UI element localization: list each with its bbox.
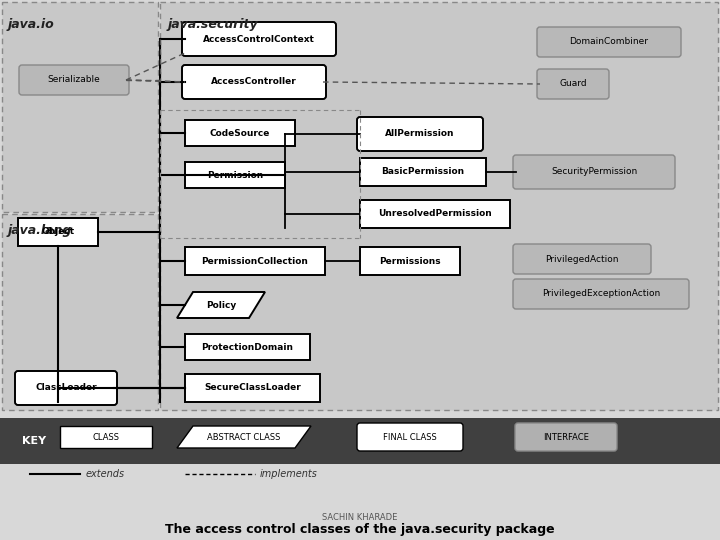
Text: java.lang: java.lang [8, 224, 73, 237]
Text: Policy: Policy [206, 300, 236, 309]
Bar [2, 214, 158, 410]
Bar [2, 2, 158, 212]
Text: Guard: Guard [559, 79, 587, 89]
FancyBboxPatch shape [182, 65, 326, 99]
Text: Serializable: Serializable [48, 76, 100, 84]
FancyBboxPatch shape [357, 117, 483, 151]
Bar [0, 418, 720, 464]
Bar [18, 218, 98, 246]
Text: The access control classes of the java.security package: The access control classes of the java.s… [165, 523, 555, 537]
Text: SecurityPermission: SecurityPermission [551, 167, 637, 177]
Text: UnresolvedPermission: UnresolvedPermission [378, 210, 492, 219]
Text: ABSTRACT CLASS: ABSTRACT CLASS [207, 433, 281, 442]
Text: Permission: Permission [207, 171, 263, 179]
Text: SecureClassLoader: SecureClassLoader [204, 383, 301, 393]
Text: ProtectionDomain: ProtectionDomain [202, 342, 294, 352]
Bar [360, 158, 486, 186]
FancyBboxPatch shape [513, 244, 651, 274]
Text: CLASS: CLASS [92, 433, 120, 442]
Text: CodeSource: CodeSource [210, 129, 270, 138]
Bar [185, 120, 295, 146]
Text: Permissions: Permissions [379, 256, 441, 266]
Text: PrivilegedAction: PrivilegedAction [545, 254, 618, 264]
Text: AccessController: AccessController [211, 78, 297, 86]
Bar [185, 374, 320, 402]
FancyBboxPatch shape [15, 371, 117, 405]
Bar [60, 426, 152, 448]
Text: java.io: java.io [8, 18, 55, 31]
FancyBboxPatch shape [513, 279, 689, 309]
Text: implements: implements [260, 469, 318, 479]
Polygon shape [177, 292, 265, 318]
Polygon shape [177, 426, 311, 448]
Text: Object: Object [42, 227, 75, 237]
FancyBboxPatch shape [537, 27, 681, 57]
Text: BasicPermission: BasicPermission [382, 167, 464, 177]
FancyBboxPatch shape [19, 65, 129, 95]
Text: KEY: KEY [22, 436, 46, 446]
Text: INTERFACE: INTERFACE [543, 433, 589, 442]
Text: PermissionCollection: PermissionCollection [202, 256, 308, 266]
Text: SACHIN KHARADE: SACHIN KHARADE [323, 514, 397, 523]
Text: DomainCombiner: DomainCombiner [570, 37, 649, 46]
Bar [360, 247, 460, 275]
FancyBboxPatch shape [513, 155, 675, 189]
Bar [185, 334, 310, 360]
Text: FINAL CLASS: FINAL CLASS [383, 433, 437, 442]
FancyBboxPatch shape [182, 22, 336, 56]
Text: AllPermission: AllPermission [385, 130, 455, 138]
Bar [185, 162, 285, 188]
Bar [160, 2, 718, 410]
FancyBboxPatch shape [357, 423, 463, 451]
FancyBboxPatch shape [515, 423, 617, 451]
Text: AccessControlContext: AccessControlContext [203, 35, 315, 44]
Text: ClassLoader: ClassLoader [35, 383, 96, 393]
Text: PrivilegedExceptionAction: PrivilegedExceptionAction [542, 289, 660, 299]
Text: java.security: java.security [168, 18, 258, 31]
Text: extends: extends [86, 469, 125, 479]
FancyBboxPatch shape [537, 69, 609, 99]
Bar [185, 247, 325, 275]
Bar [360, 200, 510, 228]
